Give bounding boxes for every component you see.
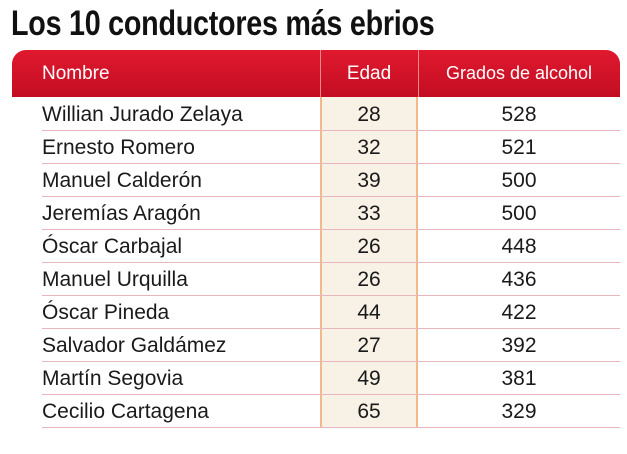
age-cell: 44 — [357, 301, 381, 324]
name-cell: Willian Jurado Zelaya — [42, 103, 243, 126]
alcohol-cell: 448 — [501, 235, 537, 258]
table-row: Willian Jurado Zelaya 28 528 — [42, 98, 620, 131]
alcohol-cell: 528 — [501, 103, 537, 126]
table-row: Cecilio Cartagena 65 329 — [42, 395, 620, 428]
age-cell: 26 — [357, 235, 381, 258]
age-cell: 49 — [357, 367, 381, 390]
table-row: Ernesto Romero 32 521 — [42, 131, 620, 164]
alcohol-cell: 381 — [501, 367, 537, 390]
table-row: Martín Segovia 49 381 — [42, 362, 620, 395]
age-cell: 65 — [357, 400, 381, 423]
header-divider — [418, 50, 419, 97]
table-row: Óscar Carbajal 26 448 — [42, 230, 620, 263]
age-cell: 28 — [357, 103, 381, 126]
alcohol-cell: 329 — [501, 400, 537, 423]
alcohol-cell: 392 — [501, 334, 537, 357]
table-row: Salvador Galdámez 27 392 — [42, 329, 620, 362]
alcohol-cell: 521 — [501, 136, 537, 159]
table-row: Manuel Calderón 39 500 — [42, 164, 620, 197]
alcohol-cell: 500 — [501, 169, 537, 192]
header-divider — [320, 50, 321, 97]
age-cell: 32 — [357, 136, 381, 159]
name-cell: Manuel Calderón — [42, 169, 202, 192]
name-cell: Martín Segovia — [42, 367, 184, 390]
alcohol-cell: 422 — [501, 301, 537, 324]
header-cell: Nombre — [42, 63, 110, 84]
name-cell: Óscar Carbajal — [42, 235, 183, 258]
table-row: Manuel Urquilla 26 436 — [42, 263, 620, 296]
name-cell: Cecilio Cartagena — [42, 400, 209, 423]
table-row: Óscar Pineda 44 422 — [42, 296, 620, 329]
name-cell: Óscar Pineda — [42, 301, 170, 324]
age-cell: 33 — [357, 202, 381, 225]
title: Los 10 conductores más ebrios — [11, 4, 435, 43]
alcohol-cell: 500 — [501, 202, 537, 225]
name-cell: Ernesto Romero — [42, 136, 195, 159]
alcohol-cell: 436 — [501, 268, 537, 291]
name-cell: Manuel Urquilla — [42, 268, 188, 291]
name-cell: Jeremías Aragón — [42, 202, 201, 225]
header-cell: Edad — [346, 63, 392, 84]
name-cell: Salvador Galdámez — [42, 334, 227, 357]
age-cell: 39 — [357, 169, 381, 192]
age-cell: 27 — [357, 334, 381, 357]
table-header: Nombre Edad Grados de alcohol — [12, 50, 620, 97]
table-row: Jeremías Aragón 33 500 — [42, 197, 620, 230]
age-cell: 26 — [357, 268, 381, 291]
header-cell: Grados de alcohol — [445, 63, 593, 83]
